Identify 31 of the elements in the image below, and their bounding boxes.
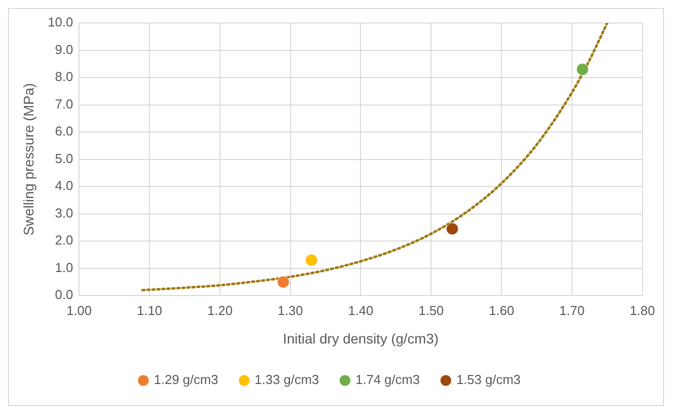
y-tick-label: 8.0 bbox=[55, 69, 74, 84]
point bbox=[576, 63, 589, 76]
y-tick-label: 10.0 bbox=[48, 14, 74, 30]
x-tick-label: 1.80 bbox=[630, 302, 656, 318]
x-tick-label: 1.30 bbox=[278, 302, 303, 318]
y-tick-label: 3.0 bbox=[55, 205, 74, 220]
x-tick-label: 1.40 bbox=[348, 302, 374, 318]
point bbox=[305, 254, 318, 266]
legend-label: 1.29 g/cm3 bbox=[154, 372, 218, 388]
y-tick-label: 9.0 bbox=[55, 42, 74, 57]
point bbox=[446, 222, 459, 236]
y-axis-title: Swelling pressure (MPa) bbox=[20, 83, 36, 236]
x-tick-label: 1.10 bbox=[136, 302, 162, 318]
x-tick-label: 1.60 bbox=[488, 302, 514, 318]
line-series bbox=[141, 23, 608, 292]
x-tick-label: 1.50 bbox=[418, 302, 444, 318]
legend-label: 1.33 g/cm3 bbox=[254, 372, 320, 388]
x-axis-title: Initial dry density (g/cm3) bbox=[282, 330, 439, 346]
y-tick-label: 2.0 bbox=[55, 232, 74, 248]
legend-label: 1.74 g/cm3 bbox=[356, 372, 420, 388]
x-tick-label: 1.70 bbox=[559, 302, 585, 318]
y-tick-label: 1.0 bbox=[55, 260, 74, 275]
y-tick-label: 0.0 bbox=[55, 287, 74, 302]
x-tick-label: 1.20 bbox=[207, 302, 233, 318]
point bbox=[277, 276, 290, 288]
y-tick-label: 4.0 bbox=[55, 178, 74, 194]
legend-label: 1.53 g/cm3 bbox=[456, 372, 521, 388]
y-tick-label: 5.0 bbox=[55, 150, 74, 166]
x-tick-label: 1.00 bbox=[66, 302, 92, 318]
y-tick-label: 6.0 bbox=[55, 124, 74, 139]
y-tick-label: 7.0 bbox=[55, 96, 74, 112]
